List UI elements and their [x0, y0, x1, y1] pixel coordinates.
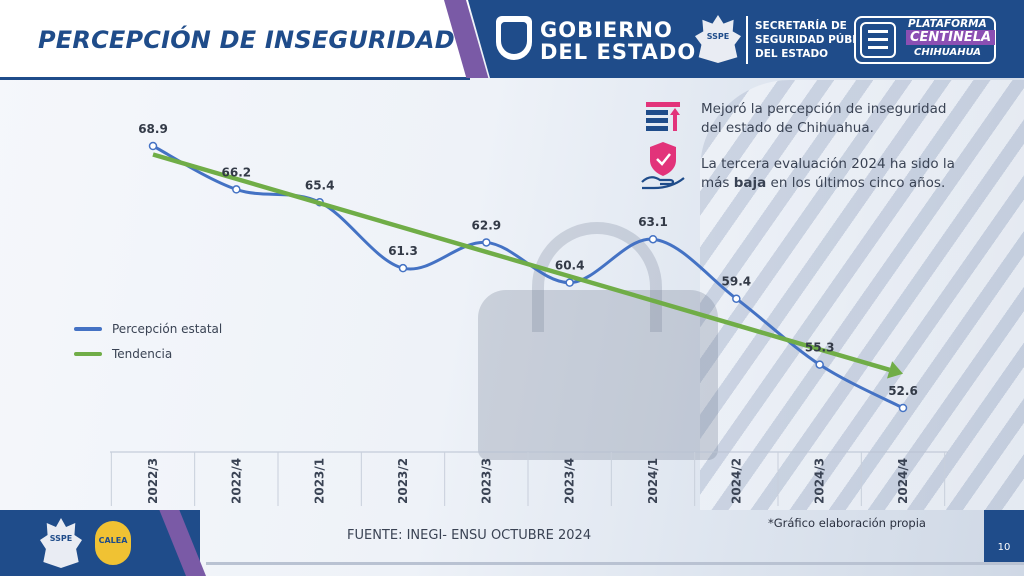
legend-label-trend: Tendencia — [112, 347, 173, 361]
data-label: 60.4 — [555, 259, 585, 273]
plataforma-line1: PLATAFORMA — [908, 18, 987, 30]
data-label: 55.3 — [805, 341, 835, 355]
data-point — [648, 234, 658, 244]
x-tick-label: 2022/4 — [229, 458, 243, 504]
info-text-2-pre: más — [701, 175, 734, 191]
data-label: 62.9 — [472, 218, 502, 232]
background-photo-bag — [478, 290, 718, 460]
footer-line — [206, 562, 1024, 565]
data-label: 52.6 — [888, 384, 918, 398]
circuit-chip-icon — [860, 22, 896, 58]
x-tick-label: 2024/3 — [813, 458, 827, 504]
x-tick-label: 2023/2 — [396, 458, 410, 504]
info-text-2-line1: La tercera evaluación 2024 ha sido la — [701, 156, 955, 172]
data-label: 59.4 — [722, 275, 752, 289]
page-number-box — [984, 510, 1024, 562]
data-point — [732, 294, 741, 303]
bar-chart-up-icon — [646, 102, 680, 131]
ssp-badge-icon — [695, 15, 741, 63]
secretaria-line1: SECRETARÍA DE — [755, 20, 847, 32]
x-tick-label: 2024/4 — [896, 458, 910, 504]
info-text-2-line2: más baja en los últimos cinco años. — [701, 174, 955, 193]
data-label: 61.3 — [388, 244, 418, 258]
legend-swatch-trend — [74, 352, 102, 356]
x-tick-label: 2022/3 — [146, 458, 160, 504]
data-point — [815, 360, 824, 369]
ssp-badge-text: SSPE — [706, 32, 730, 41]
chart-note: *Gráfico elaboración propia — [768, 516, 926, 530]
data-point — [565, 278, 574, 287]
secretaria-line2: SEGURIDAD PÚBLICA — [755, 34, 879, 46]
legend-label-series: Percepción estatal — [112, 322, 223, 336]
sspe-badge-icon — [40, 518, 82, 568]
legend-item-series: Percepción estatal — [74, 322, 222, 336]
info-text-1-line2: del estado de Chihuahua. — [701, 120, 874, 136]
data-label: 68.9 — [138, 122, 168, 136]
x-tick-label: 2023/3 — [479, 458, 493, 504]
gobierno-text-line2: DEL ESTADO — [540, 40, 697, 64]
header-separator — [746, 16, 748, 64]
background-photo-stripes — [700, 80, 1024, 510]
data-label: 63.1 — [638, 215, 668, 229]
secretaria-line3: DEL ESTADO — [755, 48, 829, 60]
gobierno-shield-inner — [501, 22, 527, 54]
source-text: FUENTE: INEGI- ENSU OCTUBRE 2024 — [347, 528, 592, 543]
data-point — [232, 185, 241, 194]
data-point — [398, 263, 408, 273]
data-point — [898, 403, 908, 413]
circuit-chip-trace — [868, 30, 888, 33]
sspe-badge-text: SSPE — [49, 534, 73, 543]
info-text-2: La tercera evaluación 2024 ha sido la má… — [701, 155, 955, 193]
info-text-1: Mejoró la percepción de inseguridad del … — [701, 100, 946, 138]
title-area: PERCEPCIÓN DE INSEGURIDAD — [0, 0, 470, 80]
x-tick-label: 2024/1 — [646, 458, 660, 504]
x-tick-label: 2024/2 — [729, 458, 743, 504]
gobierno-text-line1: GOBIERNO — [540, 18, 673, 42]
shield-hand-icon — [641, 142, 685, 190]
calea-seal-icon — [92, 518, 134, 568]
data-point — [148, 141, 158, 151]
circuit-chip-trace — [868, 38, 888, 41]
data-label: 66.2 — [222, 165, 252, 179]
legend-swatch-series — [74, 327, 102, 331]
plataforma-line3: CHIHUAHUA — [914, 47, 981, 58]
plataforma-line2: CENTINELA — [906, 30, 996, 45]
data-point — [482, 238, 491, 247]
trend-line — [152, 152, 891, 373]
header: PERCEPCIÓN DE INSEGURIDAD GOBIERNO DEL E… — [0, 0, 1024, 80]
x-tick-label: 2023/1 — [313, 458, 327, 504]
legend-item-trend: Tendencia — [74, 347, 172, 361]
trend-arrowhead — [887, 361, 903, 379]
info-text-2-post: en los últimos cinco años. — [766, 175, 946, 191]
info-text-2-bold: baja — [733, 175, 767, 191]
page-number: 10 — [997, 542, 1011, 553]
calea-seal-text: CALEA — [98, 536, 128, 545]
x-tick-label: 2023/4 — [563, 458, 577, 504]
data-label: 65.4 — [305, 178, 335, 192]
info-text-1-line1: Mejoró la percepción de inseguridad — [701, 101, 947, 117]
circuit-chip-trace — [868, 46, 888, 49]
page-title: PERCEPCIÓN DE INSEGURIDAD — [38, 26, 455, 54]
